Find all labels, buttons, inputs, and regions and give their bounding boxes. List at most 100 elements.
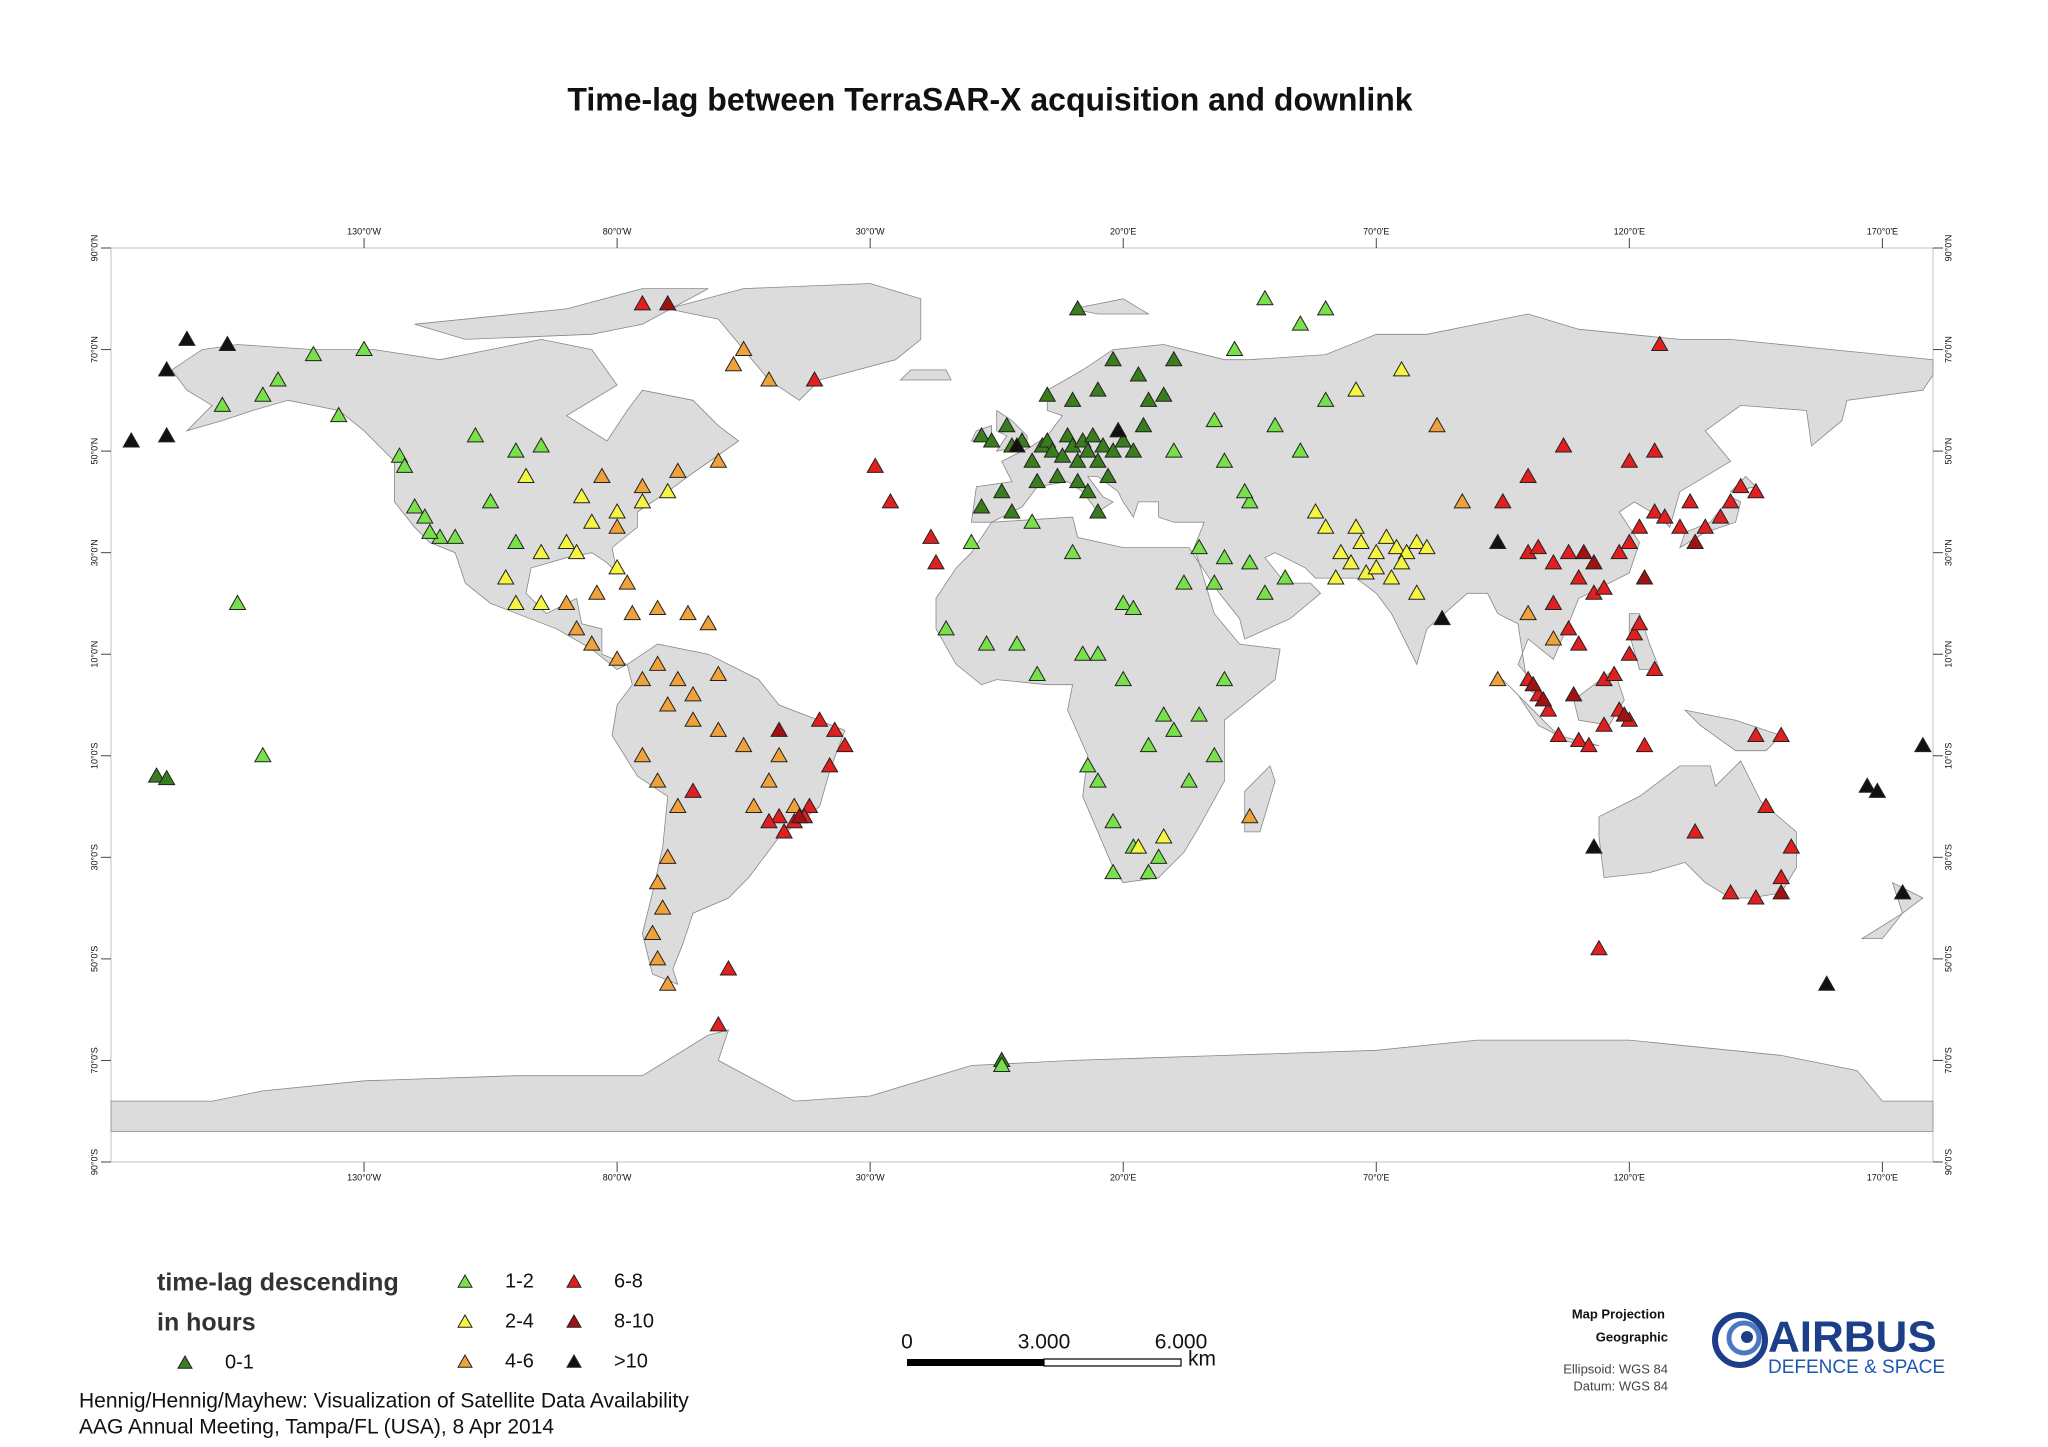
legend-title: in hours	[157, 1309, 256, 1337]
point	[304, 345, 323, 362]
y-tick-label: 50°0'N	[89, 438, 99, 465]
point	[390, 447, 409, 463]
point	[1104, 863, 1122, 880]
point	[1817, 975, 1836, 991]
point	[1240, 553, 1259, 570]
projection-name: Geographic	[1596, 1329, 1668, 1344]
land-shape	[171, 338, 740, 670]
point	[1129, 365, 1148, 382]
x-tick-label: 20°0'E	[1110, 1172, 1136, 1182]
footer-line: Hennig/Hennig/Mayhew: Visualization of S…	[79, 1390, 689, 1413]
point	[1215, 548, 1234, 565]
point	[1367, 558, 1386, 575]
point	[648, 873, 667, 890]
point	[1544, 594, 1563, 610]
point	[1139, 863, 1158, 880]
logo-name: AIRBUS	[1768, 1313, 1937, 1362]
point	[1008, 635, 1026, 651]
point	[1554, 437, 1573, 453]
point	[1175, 574, 1193, 590]
point	[927, 553, 945, 570]
x-tick-label: 70°0'E	[1363, 226, 1389, 236]
point	[1418, 538, 1436, 555]
y-tick-label: 50°0'S	[89, 946, 99, 972]
point	[1139, 391, 1158, 407]
legend-label: >10	[614, 1350, 648, 1372]
point	[1205, 746, 1224, 763]
point	[213, 396, 232, 412]
point	[1519, 467, 1537, 483]
point	[1559, 619, 1578, 636]
y-tick-label: 10°0'N	[1943, 641, 1953, 668]
point	[1256, 289, 1274, 306]
point	[648, 599, 667, 616]
point	[466, 426, 485, 443]
point	[648, 772, 667, 788]
point	[1595, 579, 1613, 595]
land-shape	[110, 1029, 1934, 1132]
legend-marker	[566, 1353, 582, 1368]
logo-globe	[1712, 1312, 1768, 1368]
x-tick-label: 130°0'W	[347, 226, 381, 236]
point	[1635, 736, 1654, 753]
point	[1068, 452, 1087, 468]
x-tick-label: 80°0'W	[603, 1172, 632, 1182]
point	[1225, 340, 1244, 357]
point	[1347, 518, 1365, 534]
land-shape	[1683, 709, 1782, 752]
point	[760, 812, 778, 829]
point	[709, 721, 728, 737]
land-shape	[1072, 298, 1150, 315]
legend: 0-1 1-2 2-4 4-6 6-8 8-10 >10	[177, 1270, 654, 1373]
x-tick-label: 30°0'W	[856, 1172, 885, 1182]
point	[1433, 609, 1451, 626]
point	[972, 426, 991, 443]
point	[157, 426, 176, 443]
point	[633, 746, 652, 763]
point	[1590, 939, 1608, 956]
point	[1772, 883, 1791, 900]
point	[785, 797, 804, 814]
point	[1063, 543, 1082, 560]
point	[1772, 868, 1791, 885]
point	[253, 746, 272, 763]
point	[1114, 670, 1133, 687]
land-shape	[667, 283, 922, 401]
point	[820, 756, 839, 773]
point	[157, 360, 176, 377]
point	[1757, 797, 1775, 814]
scale-bar-black	[907, 1359, 1044, 1366]
point	[1711, 508, 1730, 524]
x-tick-label: 30°0'W	[856, 226, 885, 236]
point	[1139, 736, 1158, 753]
point	[1615, 706, 1634, 722]
point	[1407, 533, 1426, 550]
point	[1129, 838, 1148, 854]
legend-label: 1-2	[505, 1270, 534, 1292]
point	[1382, 569, 1401, 585]
point	[1134, 416, 1153, 433]
point	[446, 528, 465, 544]
legend-marker	[566, 1313, 582, 1328]
point	[1124, 599, 1143, 616]
point	[866, 457, 885, 473]
point	[648, 655, 667, 671]
y-tick-label: 50°0'S	[1943, 946, 1953, 972]
point	[1539, 701, 1558, 717]
point	[684, 685, 702, 702]
point	[593, 467, 611, 483]
point	[922, 528, 940, 544]
point	[835, 736, 854, 753]
legend-label: 2-4	[505, 1310, 534, 1332]
point	[1564, 685, 1583, 702]
point	[790, 807, 809, 824]
point	[1038, 431, 1057, 448]
point	[1089, 381, 1107, 397]
point	[724, 355, 743, 372]
point	[567, 543, 586, 560]
point	[810, 711, 829, 727]
point	[1094, 437, 1112, 453]
point	[1544, 629, 1563, 646]
point	[1331, 543, 1350, 560]
point	[668, 670, 687, 687]
